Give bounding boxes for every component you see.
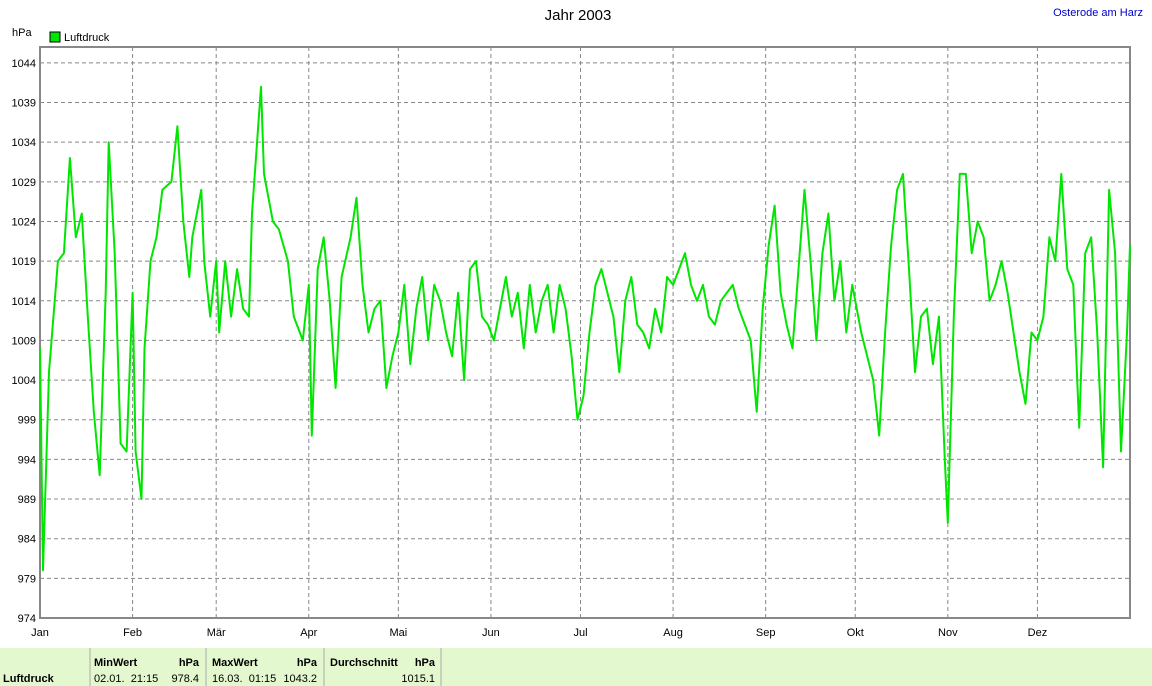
stats-unit: hPa	[415, 657, 436, 669]
y-tick-label: 1044	[12, 58, 36, 70]
y-tick-label: 1009	[12, 335, 36, 347]
y-tick-label: 989	[18, 494, 36, 506]
y-tick-label: 979	[18, 573, 36, 585]
y-axis-unit: hPa	[12, 27, 32, 39]
stats-panel	[0, 648, 1152, 686]
stats-unit: hPa	[297, 657, 318, 669]
stats-header: MaxWert	[212, 657, 258, 669]
stats-time: 16.03. 01:15	[212, 673, 276, 685]
y-tick-label: 1004	[12, 375, 36, 387]
y-tick-label: 1024	[12, 216, 36, 228]
x-tick-label: Jun	[482, 627, 500, 639]
plot: 974 979 984 989 994 999 1004 1009 1014 1019 1024 10…	[12, 46, 1131, 639]
y-tick-label: 1029	[12, 177, 36, 189]
y-tick-label: 999	[18, 415, 36, 427]
stats-unit: hPa	[179, 657, 200, 669]
x-tick-label: Sep	[756, 627, 776, 639]
x-tick-label: Dez	[1028, 627, 1048, 639]
plot-frame	[39, 46, 1131, 619]
station-name: Osterode am Harz	[1053, 7, 1143, 19]
y-tick-label: 984	[18, 534, 36, 546]
x-tick-label: Aug	[663, 627, 683, 639]
stats-value: 1043.2	[283, 673, 317, 685]
y-tick-label: 974	[18, 613, 36, 625]
stats-row-label: Luftdruck	[3, 673, 55, 685]
x-tick-label: Apr	[300, 627, 317, 639]
x-tick-label: Jul	[573, 627, 587, 639]
stats-header: MinWert	[94, 657, 138, 669]
x-tick-label: Jan	[31, 627, 49, 639]
y-tick-label: 1039	[12, 98, 36, 110]
legend-swatch	[49, 31, 61, 43]
data-line	[39, 85, 1131, 572]
y-tick-label: 1034	[12, 137, 36, 149]
x-tick-label: Feb	[123, 627, 142, 639]
stats-header: Durchschnitt	[330, 657, 398, 669]
y-tick-label: 994	[18, 454, 36, 466]
chart-title: Jahr 2003	[545, 7, 612, 24]
x-tick-label: Mai	[389, 627, 407, 639]
x-tick-label: Okt	[847, 627, 864, 639]
stats-dividers	[89, 648, 442, 686]
legend-label: Luftdruck	[64, 32, 110, 44]
stats-time: 02.01. 21:15	[94, 673, 158, 685]
y-tick-label: 1019	[12, 256, 36, 268]
stats-value: 1015.1	[401, 673, 435, 685]
x-tick-label: Mär	[207, 627, 226, 639]
y-tick-label: 1014	[12, 296, 36, 308]
x-tick-label: Nov	[938, 627, 958, 639]
stats-value: 978.4	[171, 673, 199, 685]
